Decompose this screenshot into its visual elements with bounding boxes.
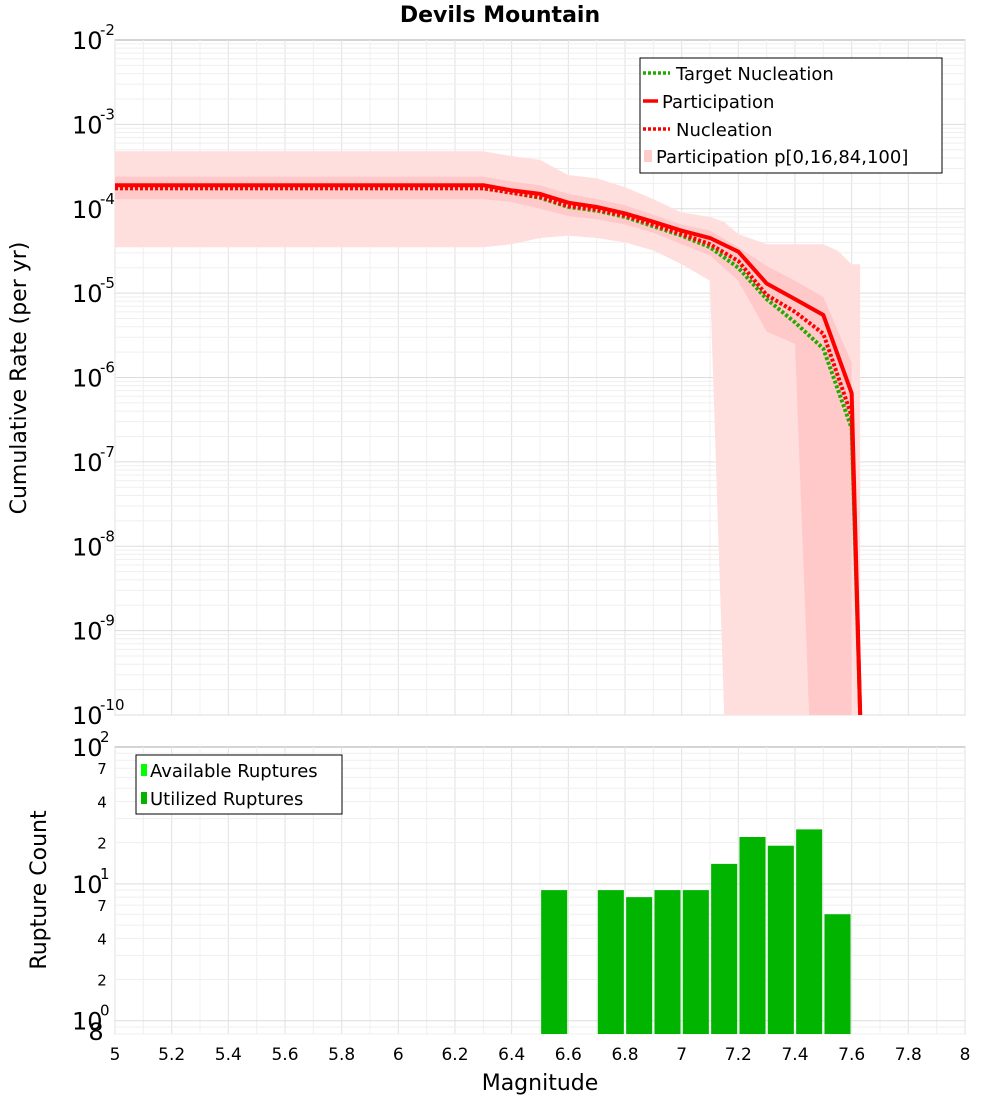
- bottom-y-tick-exp: 1: [100, 865, 110, 883]
- top-y-tick-base: 10: [72, 618, 103, 646]
- utilized-rupture-bar: [541, 890, 568, 1034]
- bottom-y-minor-label: 7: [97, 760, 107, 778]
- top-y-tick-base: 10: [72, 449, 103, 477]
- top-y-tick: 10-9: [72, 612, 115, 646]
- bottom-x-ticks: 5 5.2 5.4 5.6 5.8 6 6.2 6.4 6.6 6.8 7 7.2 7.4 7.6 7.8 8: [110, 1045, 971, 1065]
- top-y-tick-base: 10: [72, 196, 103, 224]
- top-y-tick: 10-5: [72, 274, 115, 308]
- series-line-participation: [115, 183, 863, 716]
- bottom-y-tick: 102: [72, 728, 110, 762]
- legend-label-nucleation: Nucleation: [676, 120, 772, 141]
- top-y-tick: 10-8: [72, 527, 115, 561]
- x-tick-label: 6.2: [441, 1045, 468, 1065]
- bottom-y-tick-exp: 2: [100, 728, 110, 746]
- bottom-y-tick: 100: [72, 1002, 110, 1036]
- bottom-y-minor-label: 2: [97, 835, 107, 853]
- legend-swatch-utilized-ruptures: [141, 792, 147, 804]
- top-y-tick-exp: -2: [100, 21, 115, 39]
- bottom-grid: [114, 747, 966, 1035]
- legend-label-target-nucleation: Target Nucleation: [675, 64, 834, 85]
- utilized-rupture-bar: [597, 890, 624, 1034]
- utilized-rupture-bar: [682, 890, 709, 1034]
- top-y-tick-base: 10: [72, 111, 103, 139]
- series-line-nucleation: [115, 186, 863, 716]
- band-outer: [115, 151, 861, 715]
- x-tick-label: 6: [393, 1045, 404, 1065]
- legend-label-participation: Participation: [662, 92, 774, 113]
- bottom-y-minor-label: 4: [97, 930, 107, 948]
- top-y-tick: 10-2: [72, 21, 115, 55]
- x-tick-label: 7.2: [725, 1045, 752, 1065]
- top-y-tick: 10-4: [72, 190, 115, 224]
- top-y-tick-exp: -3: [100, 105, 115, 123]
- top-lines: [115, 183, 863, 716]
- x-tick-label: 7.4: [781, 1045, 808, 1065]
- chart-title: Devils Mountain: [400, 3, 600, 28]
- bottom-y-tick: 101: [72, 865, 110, 899]
- x-tick-label: 6.6: [555, 1045, 582, 1065]
- top-y-tick-base: 10: [72, 27, 103, 55]
- x-tick-label: 6.8: [611, 1045, 638, 1065]
- top-y-tick: 10-3: [72, 105, 115, 139]
- top-bands: [115, 151, 861, 715]
- utilized-rupture-bar: [824, 914, 851, 1034]
- bottom-y-minor-label: 4: [97, 793, 107, 811]
- bottom-legend-box: [135, 754, 343, 815]
- top-y-tick-base: 10: [72, 280, 103, 308]
- bottom-y-tick-base: 10: [72, 871, 103, 899]
- top-legend: Target Nucleation Participation Nucleati…: [639, 57, 943, 174]
- utilized-rupture-bar: [796, 829, 823, 1034]
- legend-swatch-available-ruptures: [141, 764, 147, 776]
- bottom-y-tick-exp: 0: [100, 1002, 110, 1020]
- x-tick-label: 5.6: [271, 1045, 298, 1065]
- bottom-y-axis-label: Rupture Count: [27, 810, 52, 970]
- legend-label-participation-band: Participation p[0,16,84,100]: [656, 147, 908, 168]
- utilized-rupture-bar: [767, 845, 794, 1034]
- top-y-axis-label: Cumulative Rate (per yr): [7, 242, 32, 515]
- top-legend-box: [639, 57, 943, 174]
- x-tick-label: 5.2: [158, 1045, 185, 1065]
- bottom-y-minor-label: 7: [97, 897, 107, 915]
- top-y-tick-exp: -10: [100, 696, 125, 714]
- legend-label-utilized-ruptures: Utilized Ruptures: [150, 789, 303, 810]
- top-y-tick-exp: -8: [100, 527, 115, 545]
- top-y-tick-base: 10: [72, 365, 103, 393]
- bottom-y-tick-base: 10: [72, 734, 103, 762]
- bottom-y-minor-label: 8: [88, 1018, 103, 1046]
- top-y-tick: 10-6: [72, 359, 115, 393]
- top-y-tick-exp: -5: [100, 274, 115, 292]
- x-tick-label: 6.4: [498, 1045, 525, 1065]
- x-tick-label: 5.8: [328, 1045, 355, 1065]
- legend-label-available-ruptures: Available Ruptures: [150, 761, 318, 782]
- top-y-tick-exp: -6: [100, 359, 115, 377]
- x-tick-label: 8: [960, 1045, 971, 1065]
- top-y-tick-exp: -7: [100, 443, 115, 461]
- legend-swatch-participation-band: [644, 150, 652, 162]
- top-y-tick: 10-10: [72, 696, 125, 730]
- top-y-tick-exp: -9: [100, 612, 115, 630]
- x-tick-label: 5: [110, 1045, 121, 1065]
- top-y-tick: 10-7: [72, 443, 115, 477]
- utilized-rupture-bar: [711, 863, 738, 1034]
- top-y-tick-base: 10: [72, 702, 103, 730]
- bottom-y-tick-base: 10: [72, 1008, 103, 1036]
- x-axis-label: Magnitude: [482, 1071, 599, 1096]
- bottom-legend: Available Ruptures Utilized Ruptures: [135, 754, 343, 815]
- utilized-rupture-bar: [654, 890, 681, 1034]
- top-y-tick-exp: -4: [100, 190, 115, 208]
- top-y-tick-base: 10: [72, 533, 103, 561]
- x-tick-label: 5.4: [215, 1045, 242, 1065]
- x-tick-label: 7: [676, 1045, 687, 1065]
- bottom-bars: [541, 829, 851, 1034]
- utilized-rupture-bar: [739, 837, 766, 1034]
- x-tick-label: 7.6: [838, 1045, 865, 1065]
- x-tick-label: 7.8: [895, 1045, 922, 1065]
- utilized-rupture-bar: [626, 897, 653, 1034]
- bottom-y-minor-label: 2: [97, 972, 107, 990]
